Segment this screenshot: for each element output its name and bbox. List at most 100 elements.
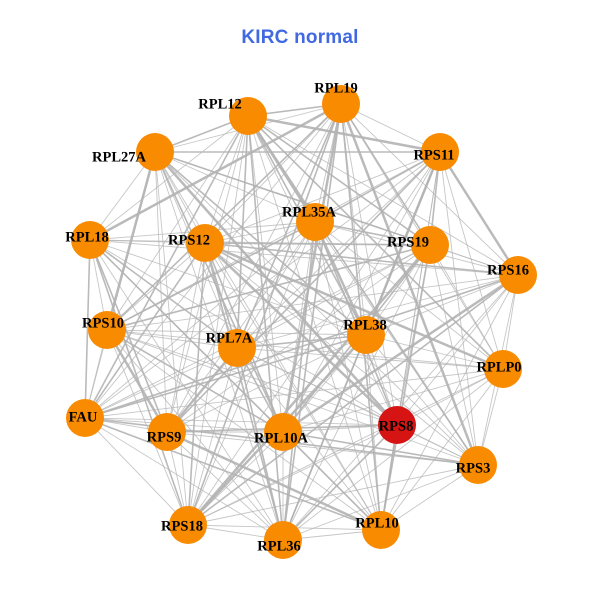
graph-edge [204, 242, 519, 276]
graph-edge [89, 239, 284, 541]
graph-edge [204, 242, 367, 336]
graph-node-rpl18[interactable] [71, 221, 109, 259]
graph-edge [281, 273, 520, 434]
graph-edge [84, 417, 382, 531]
graph-edge [396, 368, 504, 426]
graph-edge [89, 239, 238, 349]
graph-edge [204, 242, 284, 541]
graph-node-rpl27a[interactable] [136, 133, 174, 171]
graph-edge [106, 242, 206, 331]
graph-edge [106, 274, 519, 331]
graph-edge [282, 431, 382, 531]
graph-edge [236, 244, 431, 349]
graph-node-rps12[interactable] [186, 224, 224, 262]
graph-edge [187, 151, 441, 526]
graph-node-rps8[interactable] [378, 406, 416, 444]
graph-edge [365, 334, 479, 466]
graph-edge [84, 274, 519, 419]
graph-edge [282, 431, 479, 466]
graph-node-rps3[interactable] [459, 446, 497, 484]
graph-node-fau[interactable] [66, 399, 104, 437]
graph-edge [439, 151, 479, 466]
graph-edge [429, 244, 504, 370]
graph-node-rps18[interactable] [169, 506, 207, 544]
graph-edge [204, 103, 342, 244]
graph-edge [187, 115, 249, 526]
graph-edge [314, 221, 479, 466]
graph-edge [106, 103, 342, 331]
graph-edge [365, 274, 519, 336]
graph-node-rpl19[interactable] [322, 85, 360, 123]
graph-node-rpl10a[interactable] [264, 413, 302, 451]
graph-edge [314, 221, 504, 370]
graph-edge [282, 464, 479, 541]
graph-edge [236, 151, 441, 349]
graph-edge [204, 242, 479, 466]
graph-node-rps19[interactable] [411, 226, 449, 264]
graph-edge [166, 115, 249, 433]
graph-edge [282, 244, 431, 541]
graph-node-rps16[interactable] [499, 256, 537, 294]
graph-node-rps9[interactable] [148, 413, 186, 451]
graph-edge [282, 424, 398, 541]
graph-edge [282, 424, 398, 433]
graph-node-rps11[interactable] [421, 133, 459, 171]
graph-edge [187, 274, 519, 526]
graph-node-rpl35a[interactable] [296, 203, 334, 241]
graph-edge [313, 220, 368, 337]
graph-edge [89, 239, 519, 276]
graph-edge [106, 329, 238, 349]
graph-edge [247, 115, 519, 276]
graph-edge [166, 103, 342, 433]
graph-node-rplp0[interactable] [484, 350, 522, 388]
graph-edge [282, 368, 504, 433]
node-layer [66, 85, 537, 559]
graph-edge [187, 464, 479, 526]
graph-edge [247, 115, 479, 466]
graph-edge [154, 151, 284, 433]
graph-node-rpl7a[interactable] [218, 329, 256, 367]
graph-node-rpl38[interactable] [347, 316, 385, 354]
graph-edge [166, 244, 431, 433]
graph-node-rpl36[interactable] [264, 521, 302, 559]
graph-edge [84, 417, 284, 541]
graph-edge [153, 150, 399, 427]
graph-edge [106, 221, 316, 331]
graph-edge [166, 151, 441, 433]
page-title: KIRC normal [241, 27, 359, 48]
graph-edge [84, 417, 398, 426]
graph-edge [84, 417, 189, 526]
graph-edge [84, 115, 249, 419]
graph-edge [247, 115, 382, 531]
graph-edge [166, 431, 284, 541]
graph-edge [154, 151, 479, 466]
graph-edge [204, 242, 382, 531]
graph-edge [187, 424, 398, 526]
graph-edge [106, 329, 398, 426]
graph-edge [106, 244, 431, 331]
graph-node-rpl12[interactable] [229, 97, 267, 135]
graph-node-rpl10[interactable] [362, 511, 400, 549]
graph-edge [165, 430, 383, 532]
graph-edge [166, 431, 479, 466]
graph-edge [380, 244, 431, 531]
graph-edge [106, 329, 479, 466]
graph-edge [340, 103, 519, 276]
graph-edge [439, 151, 504, 370]
graph-edge [154, 151, 382, 531]
graph-edge [438, 150, 520, 277]
graph-edge [84, 334, 367, 419]
graph-edge [84, 368, 504, 419]
graph-edge [236, 347, 504, 370]
graph-node-rps10[interactable] [88, 311, 126, 349]
graph-edge [282, 221, 316, 433]
graph-edge [186, 243, 432, 527]
graph-edge [105, 328, 169, 434]
graph-edge [314, 151, 441, 223]
graph-edge [282, 103, 342, 541]
graph-edge [236, 347, 284, 541]
graph-edge [106, 329, 504, 370]
graph-edge [187, 242, 206, 526]
graph-edge [236, 274, 519, 349]
